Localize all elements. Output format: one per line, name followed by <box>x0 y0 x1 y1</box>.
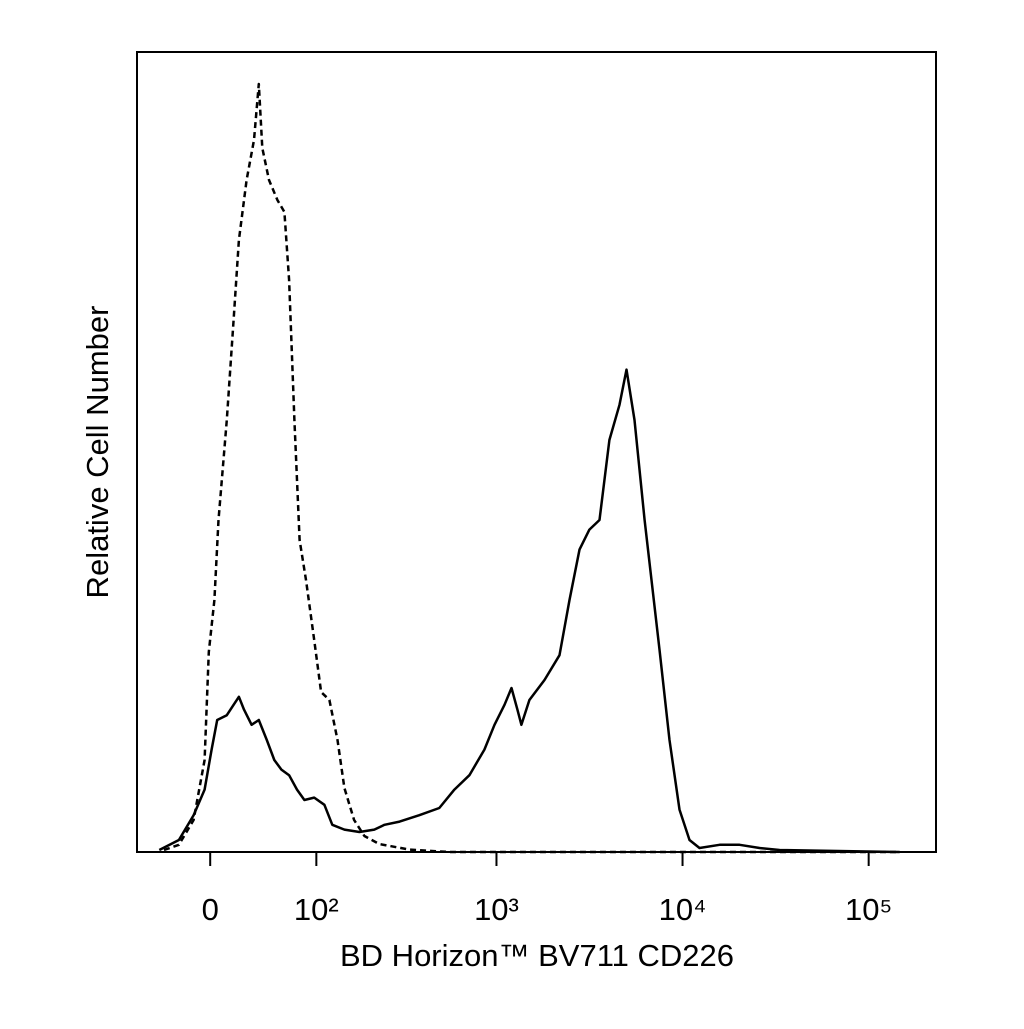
histogram-line <box>163 82 900 854</box>
histogram-line <box>158 368 900 854</box>
x-tick-label: 10² <box>294 892 339 927</box>
plot-frame <box>136 51 937 853</box>
x-tick-label: 10⁴ <box>659 892 707 927</box>
y-axis-label: Relative Cell Number <box>80 306 115 599</box>
x-tick-label: 0 <box>202 892 219 927</box>
x-axis-label: BD Horizon™ BV711 CD226 <box>340 938 734 973</box>
x-tick-label: 10³ <box>474 892 519 927</box>
x-tick-label: 10⁵ <box>845 892 892 927</box>
